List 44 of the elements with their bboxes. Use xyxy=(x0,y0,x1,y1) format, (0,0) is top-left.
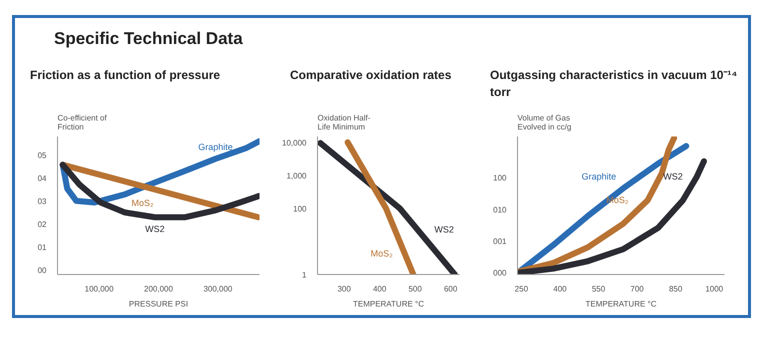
y-axis-title: Oxidation Half-Life Minimum xyxy=(318,114,371,132)
x-tick-label: 250 xyxy=(514,284,529,294)
y-tick-label: 03 xyxy=(38,196,48,206)
y-axis-title: Volume of Gas Evolved in cc/g xyxy=(518,114,572,132)
x-tick-label: 300,000 xyxy=(203,284,233,294)
y-tick-label: 010 xyxy=(493,205,508,214)
x-tick-label: 500 xyxy=(408,284,422,294)
y-tick-label: 10,000 xyxy=(282,138,308,148)
y-tick-label: 02 xyxy=(38,220,48,229)
series-label: WS2 xyxy=(434,224,454,234)
text: Specific Technical Data xyxy=(54,29,243,48)
series-label: Graphite xyxy=(198,142,233,152)
series-label: WS2 xyxy=(663,172,683,182)
x-tick-label: 200,000 xyxy=(144,284,174,294)
y-tick-label: 1,000 xyxy=(286,171,308,180)
y-tick-label: 1 xyxy=(302,270,308,280)
x-tick-label: 400 xyxy=(553,284,568,294)
x-tick-label: 100,000 xyxy=(84,284,114,294)
y-tick-label: 01 xyxy=(38,242,48,252)
series-label: Graphite xyxy=(582,171,616,182)
series-label: MoS₂ xyxy=(370,248,394,258)
x-tick-label: 1000 xyxy=(705,284,724,294)
x-axis-title: TEMPERATURE °C xyxy=(585,300,657,308)
series-label: MoS₂ xyxy=(132,198,154,208)
y-tick-label: 04 xyxy=(38,174,48,183)
x-tick-label: 550 xyxy=(592,284,606,294)
x-tick-label: 400 xyxy=(372,284,387,294)
series-label: WS2 xyxy=(145,224,165,234)
chart-title: Friction as a function of pressure xyxy=(30,68,220,82)
x-tick-label: 600 xyxy=(444,284,458,294)
y-tick-label: 100 xyxy=(293,204,308,214)
x-axis-title: PRESSURE PSI xyxy=(128,300,188,308)
y-tick-label: 00 xyxy=(38,266,48,275)
x-tick-label: 300 xyxy=(337,284,352,294)
chart-title: Outgassing characteristics in vacuum 10⁻¹⁴ torr xyxy=(490,68,738,100)
y-tick-label: 100 xyxy=(493,174,508,183)
y-axis-title: Co-efficient of Friction xyxy=(58,114,108,132)
y-tick-label: 05 xyxy=(38,150,48,160)
x-tick-label: 700 xyxy=(630,284,644,294)
chart-title: Comparative oxidation rates xyxy=(290,68,452,82)
x-axis-title: TEMPERATURE °C xyxy=(352,300,424,308)
y-tick-label: 001 xyxy=(493,236,508,246)
y-tick-label: 000 xyxy=(493,268,508,278)
x-tick-label: 850 xyxy=(668,284,683,294)
